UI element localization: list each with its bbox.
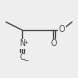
Text: N: N xyxy=(19,39,25,49)
Text: O: O xyxy=(51,39,57,49)
Text: O: O xyxy=(59,26,65,34)
Text: +: + xyxy=(24,39,28,45)
Text: −: − xyxy=(23,57,29,62)
Text: C: C xyxy=(19,54,25,62)
